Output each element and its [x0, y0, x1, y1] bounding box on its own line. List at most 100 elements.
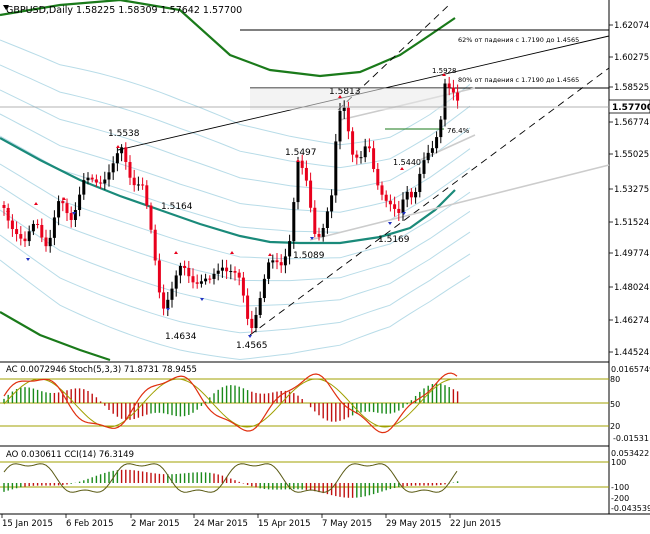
candle-body	[187, 268, 191, 277]
stoch-signal-line	[3, 378, 458, 428]
candle-body	[128, 162, 132, 178]
candle-body	[229, 271, 233, 273]
candle-body	[149, 205, 153, 230]
candle-body	[111, 163, 115, 173]
candle-body	[325, 211, 329, 228]
fractal-down	[72, 212, 76, 215]
fractal-down	[248, 335, 252, 338]
label-1-5089: 1.5089	[293, 251, 325, 261]
candle-body	[372, 148, 376, 169]
candle-body	[439, 119, 443, 138]
candle-body	[304, 167, 308, 181]
candle-body	[170, 288, 174, 300]
fractal-up	[62, 197, 66, 200]
price-tick-label: 1.62074	[614, 21, 649, 31]
candle-body	[367, 146, 371, 149]
candle-body	[86, 177, 90, 181]
candle-body	[57, 201, 61, 218]
symbol-header: GBPUSD,Daily 1.58225 1.58309 1.57642 1.5…	[6, 5, 242, 16]
candle-body	[233, 271, 237, 273]
time-tick-label: 29 May 2015	[386, 519, 441, 529]
candle-body	[19, 234, 23, 239]
ac-top-value: 0.0165749	[611, 365, 650, 374]
candle-body	[405, 191, 409, 200]
candle-body	[296, 160, 300, 203]
candle-body	[153, 229, 157, 261]
candle-body	[241, 277, 245, 296]
header-dropdown-icon[interactable]	[3, 5, 9, 10]
candle-body	[15, 229, 19, 235]
price-tick-label: 1.48024	[614, 283, 649, 293]
candle-body	[145, 185, 149, 206]
candle-body	[52, 217, 56, 238]
candle-body	[334, 141, 338, 196]
candle-body	[191, 276, 195, 283]
candle-body	[338, 110, 342, 142]
candle-body	[157, 260, 161, 293]
price-tick-label: 1.53275	[614, 185, 649, 195]
fractal-up	[34, 202, 38, 205]
label-1-5538: 1.5538	[108, 129, 140, 139]
candle-body	[162, 292, 166, 309]
candle-body	[262, 278, 266, 299]
candle-body	[78, 194, 82, 211]
candle-body	[82, 180, 86, 195]
time-tick-label: 22 Jun 2015	[450, 519, 501, 529]
candle-body	[313, 207, 317, 234]
grey-channel-lower	[309, 164, 610, 241]
time-axis: 15 Jan 2015 6 Feb 2015 2 Mar 2015 24 Mar 20…	[1, 514, 501, 529]
candle-body	[258, 298, 262, 315]
fractal-up	[116, 145, 120, 148]
stoch-main-line	[3, 372, 458, 434]
candle-body	[426, 152, 430, 161]
ao-bottom-value: -0.043539	[611, 504, 650, 513]
candle-body	[317, 233, 321, 237]
candle-body	[94, 179, 98, 183]
candle-body	[44, 237, 48, 247]
candle-body	[178, 265, 182, 276]
candle-body	[36, 223, 40, 225]
lower-dashed-trend	[249, 67, 610, 336]
envelope-band-line	[0, 209, 471, 307]
candle-body	[103, 179, 107, 184]
candle-body	[456, 92, 460, 101]
candle-body	[414, 191, 418, 198]
fractal-up	[174, 251, 178, 254]
cci-level-neg200: -200	[611, 494, 629, 503]
ao-cci-panel	[0, 461, 609, 498]
time-tick-label: 15 Jan 2015	[2, 519, 53, 529]
label-1-5497: 1.5497	[285, 148, 317, 158]
candle-body	[418, 173, 422, 192]
candle-body	[275, 260, 279, 263]
fractal-down	[402, 212, 406, 215]
candle-body	[451, 87, 455, 93]
fractal-down	[310, 237, 314, 240]
candle-body	[99, 182, 103, 184]
candle-body	[199, 281, 203, 284]
candle-body	[342, 107, 346, 111]
stoch-level-20: 20	[610, 422, 620, 431]
envelope-band-line	[0, 64, 471, 169]
candle-body	[409, 191, 413, 198]
ac-panel-title: AC 0.0072946 Stoch(5,3,3) 71.8731 78.945…	[6, 365, 197, 375]
candle-body	[65, 203, 69, 214]
current-price-box	[608, 99, 650, 114]
candle-body	[90, 177, 94, 180]
candle-body	[359, 157, 363, 159]
price-tick-label: 1.60275	[614, 53, 649, 63]
cci-line	[3, 463, 458, 493]
candlesticks	[2, 76, 460, 334]
candle-body	[23, 238, 27, 242]
middle-band	[0, 137, 456, 245]
candle-body	[212, 273, 216, 279]
price-tick-label: 1.56774	[614, 118, 649, 128]
label-1-5169: 1.5169	[378, 235, 410, 245]
candle-body	[447, 83, 451, 88]
time-tick-label: 6 Feb 2015	[66, 519, 114, 529]
candle-body	[246, 295, 250, 319]
fib-80-label: 80% от падения с 1.7190 до 1.4565	[458, 76, 579, 84]
candle-body	[124, 147, 128, 163]
fractal-up	[442, 73, 446, 76]
